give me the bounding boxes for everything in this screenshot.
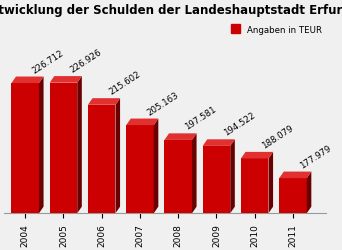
Title: Entwicklung der Schulden der Landeshauptstadt Erfurt: Entwicklung der Schulden der Landeshaupt…: [0, 4, 342, 17]
Polygon shape: [230, 140, 235, 214]
Text: 215.602: 215.602: [107, 70, 142, 96]
Text: 205.163: 205.163: [145, 90, 180, 117]
Bar: [279, 178, 307, 214]
Polygon shape: [165, 134, 197, 140]
Polygon shape: [39, 77, 43, 213]
Polygon shape: [77, 77, 82, 213]
Polygon shape: [203, 140, 235, 146]
Polygon shape: [116, 99, 120, 214]
Bar: [11, 84, 39, 213]
Polygon shape: [279, 172, 311, 178]
Polygon shape: [192, 134, 197, 214]
Polygon shape: [126, 119, 158, 126]
Text: 226.712: 226.712: [30, 48, 65, 75]
Bar: [165, 140, 192, 214]
Bar: [50, 83, 77, 213]
Polygon shape: [241, 152, 273, 159]
Bar: [126, 126, 154, 214]
Text: 177.979: 177.979: [298, 143, 333, 170]
Text: 197.581: 197.581: [184, 105, 218, 132]
Polygon shape: [50, 77, 82, 83]
Legend: Angaben in TEUR: Angaben in TEUR: [232, 25, 322, 34]
Polygon shape: [268, 152, 273, 214]
Text: 226.926: 226.926: [69, 48, 104, 74]
Polygon shape: [88, 99, 120, 105]
Bar: [203, 146, 230, 214]
Bar: [241, 159, 268, 214]
Polygon shape: [154, 119, 158, 214]
Text: 188.079: 188.079: [260, 123, 295, 150]
Polygon shape: [11, 77, 43, 84]
Text: 194.522: 194.522: [222, 111, 256, 138]
Bar: [88, 105, 116, 214]
Polygon shape: [307, 172, 311, 214]
